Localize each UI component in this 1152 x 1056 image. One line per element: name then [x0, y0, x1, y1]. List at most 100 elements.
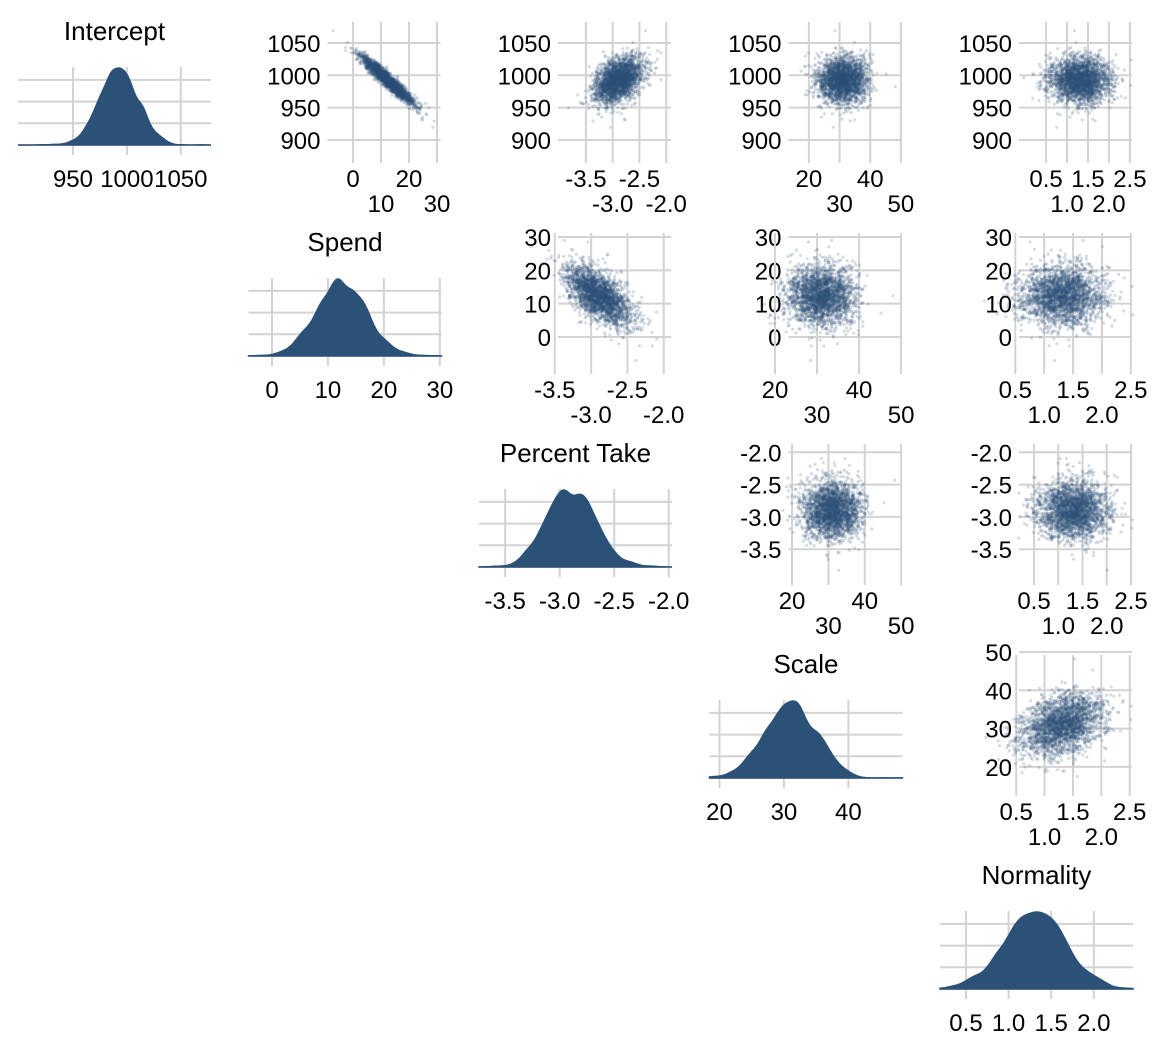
scatter-point [594, 69, 598, 73]
scatter-point [606, 58, 610, 62]
scatter-point [344, 45, 348, 50]
scatter-point [613, 57, 617, 61]
scatter-point [630, 54, 635, 59]
scatter-point [366, 67, 370, 71]
scatter-point [391, 80, 395, 84]
scatter-point [379, 79, 383, 83]
scatter-point [602, 102, 606, 106]
scatter-point [386, 73, 390, 77]
scatter-point [634, 73, 638, 77]
scatter-point [639, 69, 643, 73]
scatter-point [643, 50, 647, 55]
panel-title: Intercept [64, 16, 166, 46]
scatter-point [632, 79, 637, 83]
scatter-point [413, 93, 417, 97]
scatter-point [628, 59, 632, 63]
scatter-point [635, 47, 639, 51]
scatter-point [400, 90, 405, 94]
scatter-point [609, 111, 613, 115]
scatter-point [637, 64, 641, 68]
scatter-point [592, 104, 596, 108]
scatter-point [655, 57, 659, 62]
scatter-point [397, 85, 401, 90]
scatter-point [635, 85, 639, 89]
scatter-point [630, 103, 634, 107]
x-tick-label: 10 [368, 191, 395, 218]
x-tick-label: 0 [346, 166, 359, 193]
scatter-point [641, 85, 645, 89]
y-tick-label: 1000 [498, 63, 551, 90]
y-tick-label: 900 [511, 128, 551, 155]
scatter-point [623, 106, 628, 110]
scatter-point [633, 63, 637, 67]
scatter-point [659, 51, 663, 55]
scatter-point [415, 105, 420, 110]
scatter-point [370, 62, 374, 66]
scatter-point [394, 87, 398, 91]
scatter-point [589, 99, 594, 103]
scatter-point [652, 71, 657, 75]
scatter-point [649, 61, 653, 65]
scatter-point [614, 65, 618, 69]
scatter-point [412, 103, 416, 107]
scatter-point [619, 58, 623, 62]
scatter-point [394, 89, 398, 93]
scatter-point [424, 101, 428, 106]
scatter-point [632, 92, 636, 96]
scatter-point [633, 96, 637, 100]
x-tick-label: -2.0 [646, 191, 687, 218]
scatter-point [645, 61, 649, 65]
density-curve [18, 67, 211, 146]
scatter-point [648, 83, 652, 87]
scatter-point [644, 66, 649, 70]
scatter-point [593, 78, 597, 82]
x-tick-label: -2.5 [619, 166, 660, 193]
scatter-point [646, 45, 651, 50]
scatter-point [623, 97, 627, 101]
scatter-point [645, 72, 649, 76]
scatter-point [617, 101, 621, 105]
scatter-point [389, 83, 393, 87]
scatter-point [364, 63, 368, 67]
scatter-point [606, 101, 610, 105]
scatter-point [381, 70, 385, 74]
scatter-point [351, 51, 355, 55]
scatter-point [355, 47, 359, 51]
scatter-point [631, 40, 635, 45]
scatter-point [384, 71, 388, 75]
y-tick-label: 950 [280, 96, 320, 123]
scatter-point [583, 89, 587, 93]
scatter-point [591, 83, 595, 87]
scatter-point [617, 78, 621, 82]
scatter-point [621, 62, 626, 66]
x-tick-label: -3.0 [592, 191, 633, 218]
scatter-point [631, 74, 635, 78]
scatter-point [613, 61, 617, 65]
scatter-point [409, 102, 413, 107]
x-tick-label: 1050 [154, 166, 207, 193]
scatter-point [637, 52, 642, 56]
scatter-point [653, 66, 658, 70]
scatter-point [391, 85, 395, 90]
scatter-point [587, 106, 591, 111]
scatter-point [381, 78, 385, 82]
scatter-point [374, 72, 378, 76]
scatter-point [386, 88, 391, 92]
scatter-point [603, 54, 607, 58]
scatter-point [396, 74, 400, 78]
scatter-point [377, 69, 381, 74]
scatter-point [628, 98, 632, 102]
scatter-point [432, 119, 436, 123]
scatter-point [604, 87, 608, 91]
scatter-point [359, 61, 363, 65]
scatter-point [597, 63, 601, 67]
scatter-point [634, 69, 638, 74]
scatter-point [599, 66, 603, 70]
scatter-point [656, 49, 660, 53]
scatter-point [427, 106, 431, 110]
scatter-point [350, 47, 354, 51]
x-tick-label: -3.5 [565, 166, 606, 193]
scatter-point [623, 117, 627, 121]
scatter-point [370, 58, 374, 62]
